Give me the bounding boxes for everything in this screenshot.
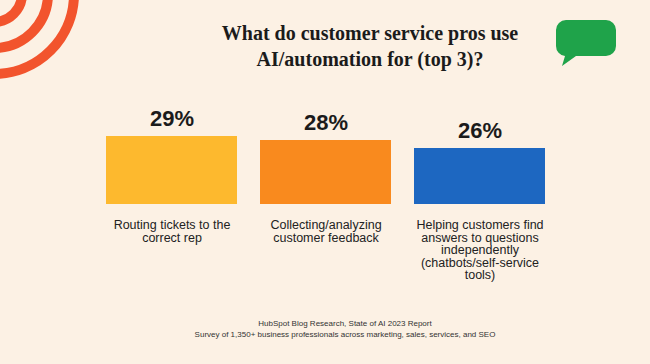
- svg-text:29%: 29%: [150, 106, 194, 131]
- svg-text:28%: 28%: [304, 110, 348, 135]
- html-text:What do customer service pros: What do customer service pros use AI/aut…: [221, 22, 519, 70]
- svg-text:Helping customers findanswers: Helping customers findanswers to questio…: [416, 218, 543, 282]
- svg-text:26%: 26%: [458, 118, 502, 143]
- html-text:Survey of 1,350+ business prof: Survey of 1,350+ business professionals …: [194, 330, 496, 339]
- svg-text:Collecting/analyzingcustomer f: Collecting/analyzingcustomer feedback: [270, 218, 381, 245]
- svg-text:Routing tickets to thecorrect: Routing tickets to thecorrect rep: [114, 218, 231, 245]
- html-text:HubSpot Blog Research, State o: HubSpot Blog Research, State of AI 2023 …: [258, 319, 432, 328]
